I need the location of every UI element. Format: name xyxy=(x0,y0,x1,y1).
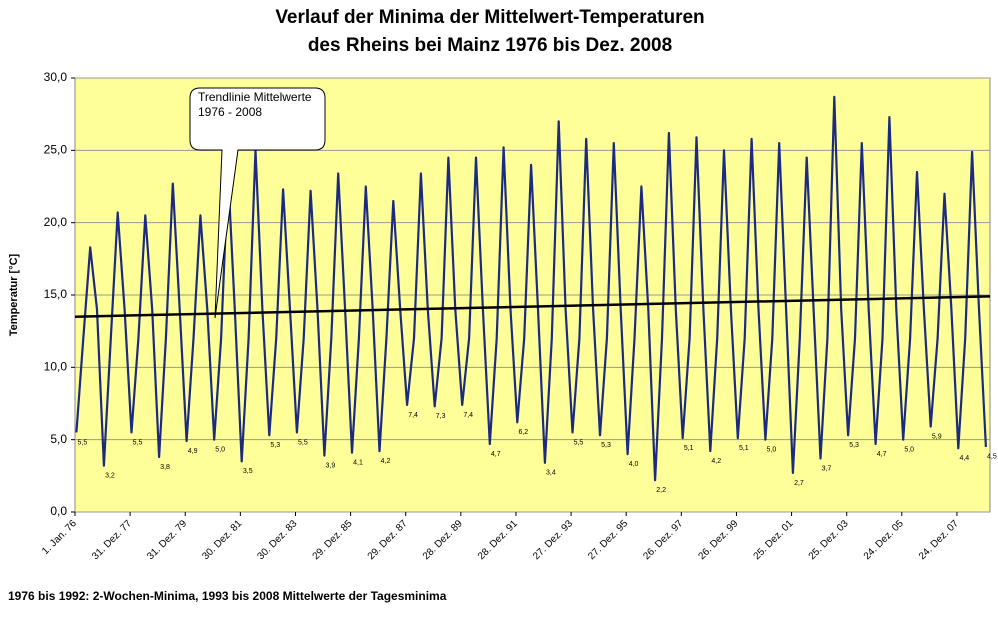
x-tick-label: 26. Dez. 99 xyxy=(696,518,740,562)
callout: Trendlinie Mittelwerte 1976 - 2008 xyxy=(198,90,312,119)
value-label: 5,1 xyxy=(739,445,749,452)
value-label: 5,5 xyxy=(574,439,584,446)
x-tick-label: 27. Dez. 93 xyxy=(531,518,575,562)
x-tick-label: 1. Jan. 76 xyxy=(40,518,79,557)
value-label: 3,2 xyxy=(105,473,115,480)
x-tick-label: 28. Dez. 89 xyxy=(421,518,465,562)
y-tick-label: 0,0 xyxy=(50,504,67,518)
value-label: 7,3 xyxy=(436,413,446,420)
trend-line xyxy=(74,295,991,318)
x-tick-label: 24. Dez. 05 xyxy=(862,518,906,562)
x-tick-label: 30. Dez. 83 xyxy=(256,518,300,562)
callout-text: Trendlinie Mittelwerte 1976 - 2008 xyxy=(198,90,312,119)
chart-subtitle: des Rheins bei Mainz 1976 bis Dez. 2008 xyxy=(308,35,672,56)
value-label: 3,7 xyxy=(822,465,832,472)
value-label: 5,3 xyxy=(601,442,611,449)
y-tick-label: 10,0 xyxy=(44,360,68,374)
value-label: 5,9 xyxy=(932,433,942,440)
x-tick-label: 24. Dez. 07 xyxy=(917,518,961,562)
value-label: 4,1 xyxy=(353,460,363,467)
x-tick-label: 27. Dez. 95 xyxy=(586,518,630,562)
x-tick-label: 28. Dez. 91 xyxy=(476,518,520,562)
x-tick-label: 29. Dez. 85 xyxy=(311,518,355,562)
chart-title: Verlauf der Minima der Mittelwert-Temper… xyxy=(275,7,704,28)
y-axis-label: Temperatur [°C] xyxy=(8,253,20,336)
value-label: 4,2 xyxy=(381,458,391,465)
value-label: 3,9 xyxy=(326,462,336,469)
value-label: 7,4 xyxy=(408,412,418,419)
x-tick-label: 30. Dez. 81 xyxy=(200,518,244,562)
y-tick-label: 20,0 xyxy=(44,215,68,229)
value-label: 3,8 xyxy=(160,464,170,471)
value-label: 4,5 xyxy=(987,454,997,461)
x-tick-label: 25. Dez. 03 xyxy=(807,518,851,562)
y-tick-label: 30,0 xyxy=(44,70,68,84)
callout-box xyxy=(189,87,326,319)
y-tick-label: 5,0 xyxy=(50,432,67,446)
value-label: 4,0 xyxy=(629,461,639,468)
value-label: 4,4 xyxy=(959,455,969,462)
footnote: 1976 bis 1992: 2-Wochen-Minima, 1993 bis… xyxy=(8,589,447,603)
x-tick-label: 29. Dez. 87 xyxy=(366,518,410,562)
value-label: 3,4 xyxy=(546,470,556,477)
value-label: 5,5 xyxy=(298,439,308,446)
value-label: 5,1 xyxy=(684,445,694,452)
value-label: 5,5 xyxy=(78,439,88,446)
value-label: 4,7 xyxy=(877,451,887,458)
value-label: 5,0 xyxy=(215,447,225,454)
x-tick-label: 31. Dez. 79 xyxy=(145,518,189,562)
value-label: 5,0 xyxy=(904,447,914,454)
value-label: 6,2 xyxy=(518,429,528,436)
value-label: 3,5 xyxy=(243,468,253,475)
y-tick-label: 25,0 xyxy=(44,143,68,157)
value-label: 7,4 xyxy=(463,412,473,419)
value-label: 2,7 xyxy=(794,480,804,487)
x-tick-label: 31. Dez. 77 xyxy=(90,518,134,562)
y-tick-label: 15,0 xyxy=(44,287,68,301)
value-label: 2,2 xyxy=(656,487,666,494)
value-label: 4,2 xyxy=(711,458,721,465)
value-label: 4,9 xyxy=(188,448,198,455)
value-label: 5,3 xyxy=(849,442,859,449)
value-label: 5,0 xyxy=(767,447,777,454)
value-label: 5,3 xyxy=(270,442,280,449)
x-tick-label: 26. Dez. 97 xyxy=(641,518,685,562)
value-label: 5,5 xyxy=(133,439,143,446)
x-tick-label: 25. Dez. 01 xyxy=(752,518,796,562)
value-label: 4,7 xyxy=(491,451,501,458)
